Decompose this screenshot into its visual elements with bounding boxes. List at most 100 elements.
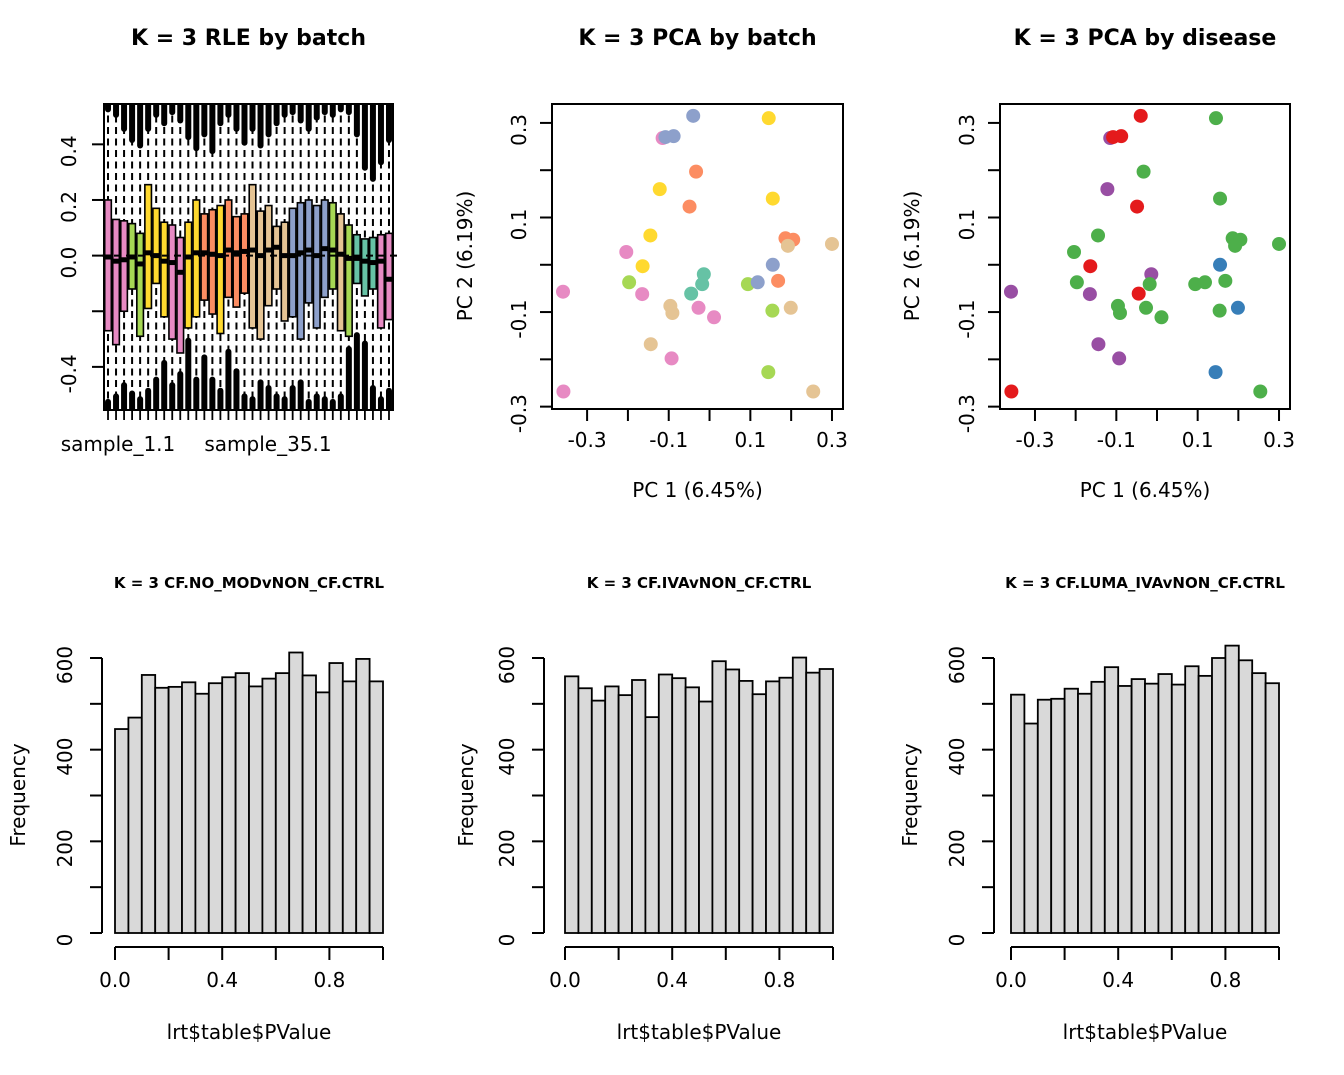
tick-label: 400 [945,738,969,776]
data-point [1213,191,1228,206]
median-line [104,254,112,260]
median-line [296,250,305,256]
rle-box [168,224,177,340]
histogram-bar [778,676,794,934]
median-line [184,254,193,260]
median-line [304,247,313,253]
outlier-blob-bottom [353,332,360,410]
tick-label: -0.1 [1097,428,1136,452]
rle-box [119,220,129,313]
tick-label: 0.8 [313,968,345,992]
outlier-blob-top [361,104,368,171]
tick-label: 200 [495,829,519,867]
median-line [136,261,144,267]
histogram-bar [1010,693,1026,934]
outlier-blob-top [321,104,328,116]
histogram-bar [1251,672,1267,934]
outlier-blob-bottom [273,393,280,410]
rle-xlabel-first: sample_1.1 [60,432,176,456]
tick-label: 0 [945,934,969,947]
outlier-blob-top [297,104,304,124]
histogram-bar [355,658,371,934]
histogram-bar [751,693,767,934]
outlier-blob-bottom [225,348,232,410]
tick-label: 0.8 [763,968,795,992]
data-point [824,236,839,251]
rle-box [144,183,153,310]
data-point [622,275,637,290]
data-point [1131,286,1146,301]
hist1-xlabel: lrt$table$PValue [166,1020,332,1044]
histogram-bar [1050,697,1066,934]
histogram-bar [818,668,834,934]
histogram-bar [1144,682,1160,934]
outlier-blob-bottom [385,387,392,410]
tick-label: 0.0 [99,968,131,992]
histogram-bar [684,686,700,934]
rle-box [184,221,193,329]
median-line [128,254,136,260]
hist-no-mod-panel: 0 200 400 600 0.0 0.4 0.8 [53,646,384,992]
hist3-ylabel: Frequency [898,743,922,847]
outlier-blob-top [217,104,224,127]
histogram-bar [1090,680,1106,934]
pca-batch-ylabel: PC 2 (6.19%) [453,190,477,322]
median-line [272,244,281,250]
tick-label: 600 [53,646,77,684]
outlier-blob-top [265,104,272,138]
tick-label: 0.4 [1102,968,1134,992]
rle-box [136,232,145,338]
hist1-ylabel: Frequency [6,743,30,847]
histogram-bar [1264,682,1280,934]
data-point [664,351,679,366]
outlier-blob-top [289,104,296,116]
median-line [312,253,321,259]
histogram-bar [194,692,210,934]
data-point [1253,384,1268,399]
tick-label: 0.3 [955,114,979,146]
data-point [1067,245,1082,260]
data-point [691,300,706,315]
histogram-bar [274,672,291,934]
histogram-bar [1211,657,1227,934]
histogram-bar [207,682,224,934]
tick-label: 0.3 [816,428,848,452]
histogram-bar [261,677,277,934]
data-point [1197,275,1212,290]
histogram-bar [114,728,130,934]
hist3-xlabel: lrt$table$PValue [1062,1020,1228,1044]
rle-box [152,207,161,285]
outlier-blob-bottom [321,396,328,410]
histogram-bar [368,680,384,934]
histogram-bar [288,651,304,934]
outlier-blob-bottom [377,396,384,410]
histogram-bar [221,676,237,934]
median-line [208,251,217,257]
median-line [200,250,209,256]
rle-box [280,221,289,322]
median-line [361,258,369,264]
data-point [771,273,786,288]
histogram-bar [738,680,754,934]
median-line [337,251,345,257]
rle-box [256,210,265,340]
rle-xlabel-last: sample_35.1 [204,432,332,456]
data-point [1230,300,1245,315]
plot-border [103,103,394,411]
tick-label: 0 [53,934,77,947]
data-point [761,111,776,126]
tick-label: 0.1 [1182,428,1214,452]
data-point [556,384,571,399]
tick-label: 0.4 [206,968,238,992]
outlier-blob-bottom [297,379,304,410]
pca-batch-title: K = 3 PCA by batch [578,26,817,51]
histogram-bar [1170,683,1187,934]
median-line [353,255,361,261]
data-point [1069,275,1084,290]
tick-label: 0.4 [656,968,688,992]
median-line [232,250,241,256]
histogram-bar [631,679,647,934]
outlier-blob-bottom [305,398,312,410]
hist2-title: K = 3 CF.IVAvNON_CF.CTRL [586,574,812,592]
data-point [783,300,798,315]
